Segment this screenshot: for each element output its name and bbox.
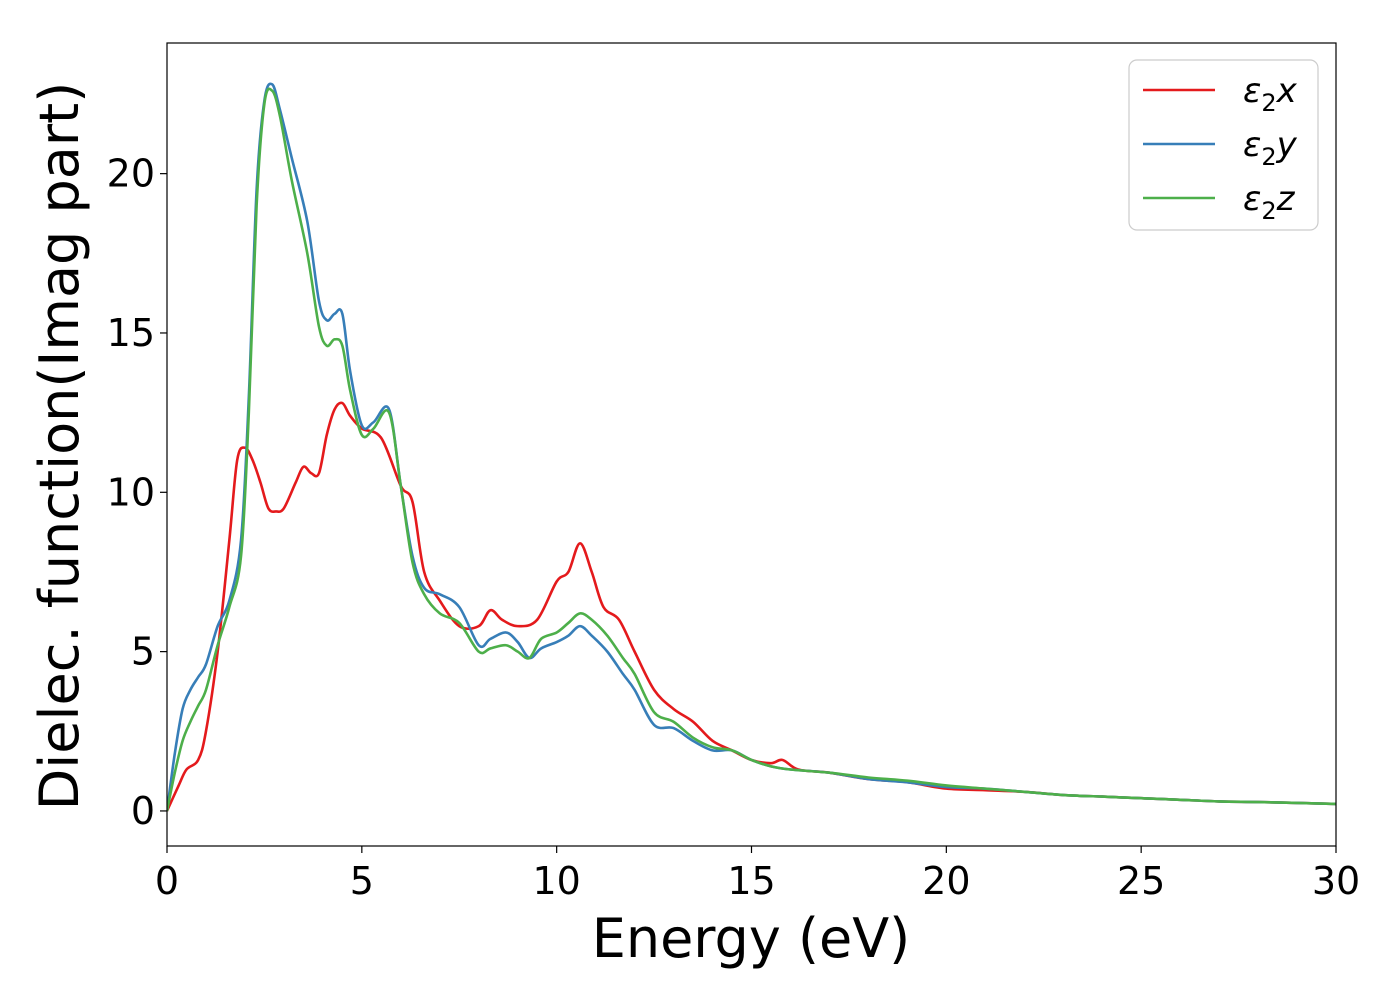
y-tick-label: 0 — [131, 789, 155, 833]
series-line-z — [167, 87, 1336, 812]
legend-label-y: ε2y — [1243, 125, 1298, 171]
x-axis-label: Energy (eV) — [592, 907, 911, 970]
y-tick-label: 5 — [131, 630, 155, 674]
y-axis-label: Dielec. function(Imag part) — [28, 82, 91, 811]
x-tick-label: 25 — [1117, 859, 1165, 903]
y-tick-label: 15 — [107, 311, 155, 355]
legend-label-z: ε2z — [1243, 179, 1296, 225]
x-tick-label: 0 — [155, 859, 179, 903]
legend-label-x: ε2x — [1243, 71, 1298, 117]
y-tick-label: 10 — [107, 470, 155, 514]
y-axis-ticks: 0 5 10 15 20 — [107, 152, 167, 833]
legend: ε2x ε2y ε2z — [1128, 59, 1319, 231]
x-tick-label: 20 — [922, 859, 970, 903]
x-axis-ticks: 0 5 10 15 20 25 30 — [155, 846, 1360, 903]
x-tick-label: 10 — [532, 859, 580, 903]
x-tick-label: 5 — [350, 859, 374, 903]
series-line-x — [167, 401, 1336, 812]
series-layer — [167, 82, 1336, 812]
x-tick-label: 15 — [727, 859, 775, 903]
x-tick-label: 30 — [1312, 859, 1360, 903]
y-tick-label: 20 — [107, 152, 155, 196]
legend-box — [1128, 59, 1319, 231]
